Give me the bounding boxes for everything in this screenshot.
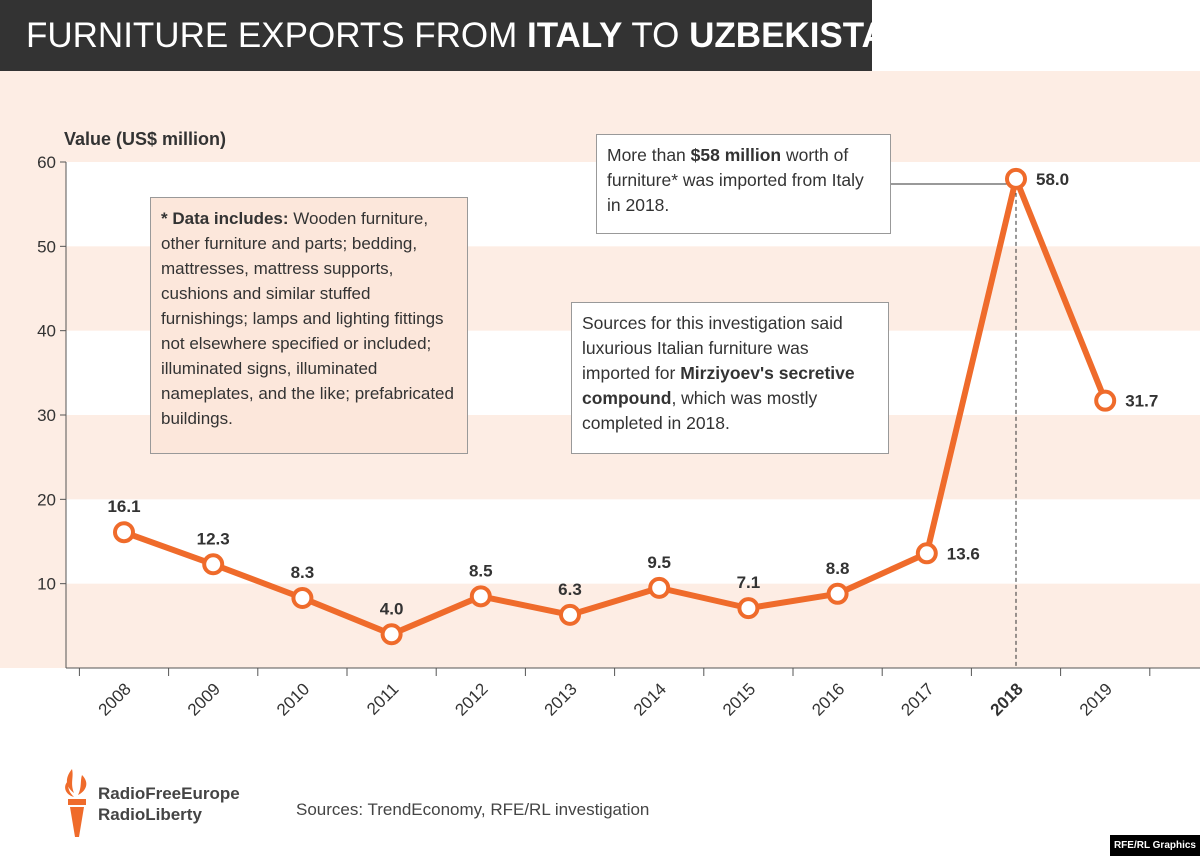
y-tick-label: 60: [37, 153, 56, 172]
data-point: [737, 597, 760, 620]
x-tick-label: 2017: [897, 679, 937, 719]
x-tick-label: 2008: [95, 679, 135, 719]
sources-text: Sources: TrendEconomy, RFE/RL investigat…: [296, 800, 650, 819]
y-tick-label: 20: [37, 490, 56, 509]
y-axis-label: Value (US$ million): [64, 129, 226, 149]
data-point: [915, 542, 938, 565]
x-tick-label: 2012: [451, 679, 491, 719]
data-label: 13.6: [947, 544, 980, 563]
y-tick-label: 40: [37, 322, 56, 341]
data-point: [380, 623, 403, 646]
x-tick-label: 2019: [1076, 679, 1116, 719]
data-point: [469, 585, 492, 608]
data-label: 9.5: [647, 553, 671, 572]
data-label: 8.5: [469, 561, 493, 580]
series-line: [122, 175, 1108, 638]
data-point: [1005, 167, 1027, 190]
data-point: [648, 576, 671, 599]
white-band: [66, 499, 1200, 584]
investigation-note: Sources for this investigation said luxu…: [571, 302, 889, 454]
data-point: [826, 582, 849, 605]
data-label: 6.3: [558, 580, 582, 599]
x-tick-label: 2011: [363, 679, 402, 718]
x-tick-label: 2013: [541, 679, 581, 719]
data-label: 7.1: [737, 573, 761, 592]
data-label: 8.8: [826, 559, 850, 578]
x-tick-label: 2015: [719, 679, 759, 719]
data-point: [113, 521, 135, 544]
data-label: 4.0: [380, 599, 404, 618]
data-label: 8.3: [291, 563, 315, 582]
x-tick-label: 2014: [630, 679, 670, 719]
x-tick-label: 2009: [184, 679, 224, 719]
data-label: 16.1: [107, 497, 140, 516]
rferl-logo: RadioFreeEurope RadioLiberty: [60, 765, 240, 845]
torch-icon: [65, 769, 87, 837]
y-tick-label: 30: [37, 406, 56, 425]
y-tick-label: 10: [37, 575, 56, 594]
x-tick-label: 2018: [987, 679, 1027, 719]
x-tick-label: 2016: [808, 679, 848, 719]
data-point: [559, 603, 581, 626]
data-label: 12.3: [197, 529, 230, 548]
data-point: [1094, 389, 1117, 412]
x-tick-label: 2010: [273, 679, 313, 719]
callout-2018: More than $58 million worth of furniture…: [596, 134, 891, 234]
data-point: [202, 553, 225, 576]
credit-label: RFE/RL Graphics: [1109, 835, 1200, 856]
data-label: 31.7: [1125, 392, 1158, 411]
data-label: 58.0: [1036, 170, 1069, 189]
data-point: [291, 587, 314, 610]
data-includes-note: * Data includes: Wooden furniture, other…: [150, 197, 468, 454]
y-tick-label: 50: [37, 237, 56, 256]
chart-title: FURNITURE EXPORTS FROM ITALY TO UZBEKIST…: [0, 0, 912, 71]
